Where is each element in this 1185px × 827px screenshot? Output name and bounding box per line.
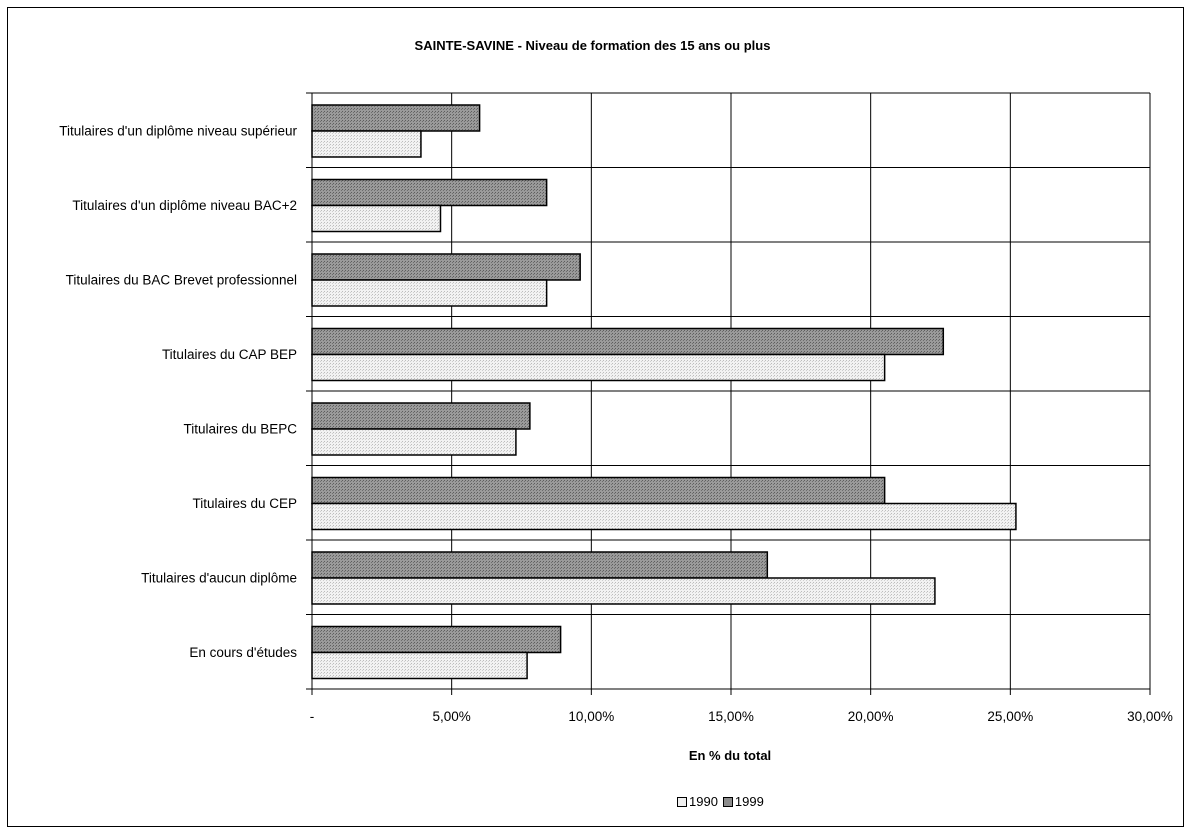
bar-1999-2 — [311, 253, 581, 281]
bar-1990-5 — [311, 502, 1017, 531]
bar-1990-6 — [311, 577, 936, 605]
bar-1999-0 — [311, 104, 481, 132]
bar-1990-3 — [311, 353, 886, 382]
x-tick-label-4: 20,00% — [848, 709, 894, 724]
bar-1990-7 — [311, 651, 528, 680]
legend: 1990 1999 — [677, 794, 767, 809]
legend-item-1999: 1999 — [722, 794, 764, 809]
bar-1999-3 — [311, 327, 945, 356]
x-tick-labels: - 5,00% 10,00% 15,00% 20,00% 25,00% 30,00% — [310, 709, 1173, 724]
bar-1990-1 — [311, 204, 442, 233]
category-label-6: Titulaires d'aucun diplôme — [141, 570, 297, 585]
x-tick-label-6: 30,00% — [1127, 709, 1173, 724]
category-labels: Titulaires d'un diplôme niveau supérieur… — [59, 123, 297, 660]
category-label-4: Titulaires du BEPC — [183, 421, 297, 436]
x-tick-label-2: 10,00% — [568, 709, 614, 724]
chart-frame — [7, 7, 1184, 827]
x-axis-label: En % du total — [688, 748, 772, 763]
bar-1990-4 — [311, 428, 517, 456]
category-label-5: Titulaires du CEP — [192, 496, 297, 511]
chart-title: SAINTE-SAVINE - Niveau de formation des … — [414, 38, 771, 53]
category-label-2: Titulaires du BAC Brevet professionnel — [66, 272, 297, 287]
bar-1999-1 — [311, 178, 548, 207]
x-tick-label-5: 25,00% — [987, 709, 1033, 724]
category-label-1: Titulaires d'un diplôme niveau BAC+2 — [72, 198, 297, 213]
x-tick-label-0: - — [310, 709, 315, 724]
axes — [306, 92, 1151, 695]
legend-label-1999: 1999 — [734, 794, 764, 809]
bar-1999-4 — [311, 402, 531, 430]
legend-item-1990: 1990 — [677, 794, 718, 809]
category-label-7: En cours d'études — [189, 645, 297, 660]
bar-1999-5 — [311, 476, 886, 505]
bar-1999-7 — [311, 625, 562, 654]
legend-swatch-1990 — [677, 796, 687, 807]
category-label-3: Titulaires du CAP BEP — [162, 347, 297, 362]
category-label-0: Titulaires d'un diplôme niveau supérieur — [59, 123, 297, 138]
legend-label-1990: 1990 — [689, 794, 718, 809]
x-tick-label-1: 5,00% — [433, 709, 471, 724]
bars — [311, 104, 1017, 680]
bar-1999-6 — [311, 551, 769, 579]
bar-1990-2 — [311, 279, 548, 307]
legend-swatch-1999 — [722, 796, 733, 807]
bar-1990-0 — [311, 130, 422, 158]
x-tick-label-3: 15,00% — [708, 709, 754, 724]
grid-lines — [312, 92, 1151, 690]
